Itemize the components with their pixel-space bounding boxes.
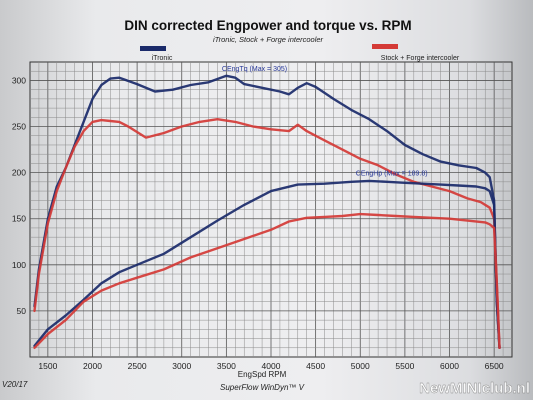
legend-label: iTronic [152, 55, 173, 62]
y-tick-label: 50 [17, 306, 27, 316]
legend-label: Stock + Forge intercooler [381, 55, 460, 62]
watermark: NewMINIclub.nl [419, 380, 530, 397]
x-tick-label: 5000 [351, 361, 370, 371]
x-tick-label: 4000 [262, 361, 281, 371]
series-lines [33, 74, 501, 349]
y-tick-label: 300 [12, 75, 26, 85]
x-tick-label: 6000 [440, 361, 459, 371]
series-line-1 [33, 74, 501, 349]
annotations: CEngTq (Max = 305) CEngHp (Max = 189.8) [222, 66, 428, 177]
legend-swatch [140, 46, 166, 51]
x-tick-label: 2500 [128, 361, 147, 371]
x-tick-label: 6500 [485, 361, 504, 371]
series-annotation: CEngTq (Max = 305) [222, 66, 287, 73]
axes: 1500 2000 2500 3000 3500 4000 4500 5000 5500 6000… [12, 75, 504, 371]
software-footer: SuperFlow WinDyn™ V [220, 383, 305, 392]
x-tick-label: 3500 [217, 361, 236, 371]
date-fragment: V20/17 [2, 380, 28, 389]
grid [29, 61, 513, 358]
x-tick-label: 3000 [172, 361, 191, 371]
y-tick-label: 250 [12, 122, 26, 132]
x-tick-label: 5500 [395, 361, 414, 371]
chart-title: DIN corrected Engpower and torque vs. RP… [124, 18, 411, 33]
series-annotation: CEngHp (Max = 189.8) [356, 170, 428, 177]
series-line-3 [33, 179, 501, 349]
x-tick-label: 1500 [38, 361, 57, 371]
legend-swatch [372, 44, 398, 49]
legend: iTronic Stock + Forge intercooler [140, 44, 460, 62]
y-tick-label: 200 [12, 168, 26, 178]
series-line-4 [33, 212, 501, 349]
x-axis-label: EngSpd RPM [238, 370, 287, 379]
y-tick-label: 150 [12, 214, 26, 224]
y-tick-label: 100 [12, 260, 26, 270]
chart-subtitle: iTronic, Stock + Forge intercooler [213, 35, 324, 44]
x-tick-label: 2000 [83, 361, 102, 371]
x-tick-label: 4500 [306, 361, 325, 371]
series-line-2 [33, 118, 501, 349]
